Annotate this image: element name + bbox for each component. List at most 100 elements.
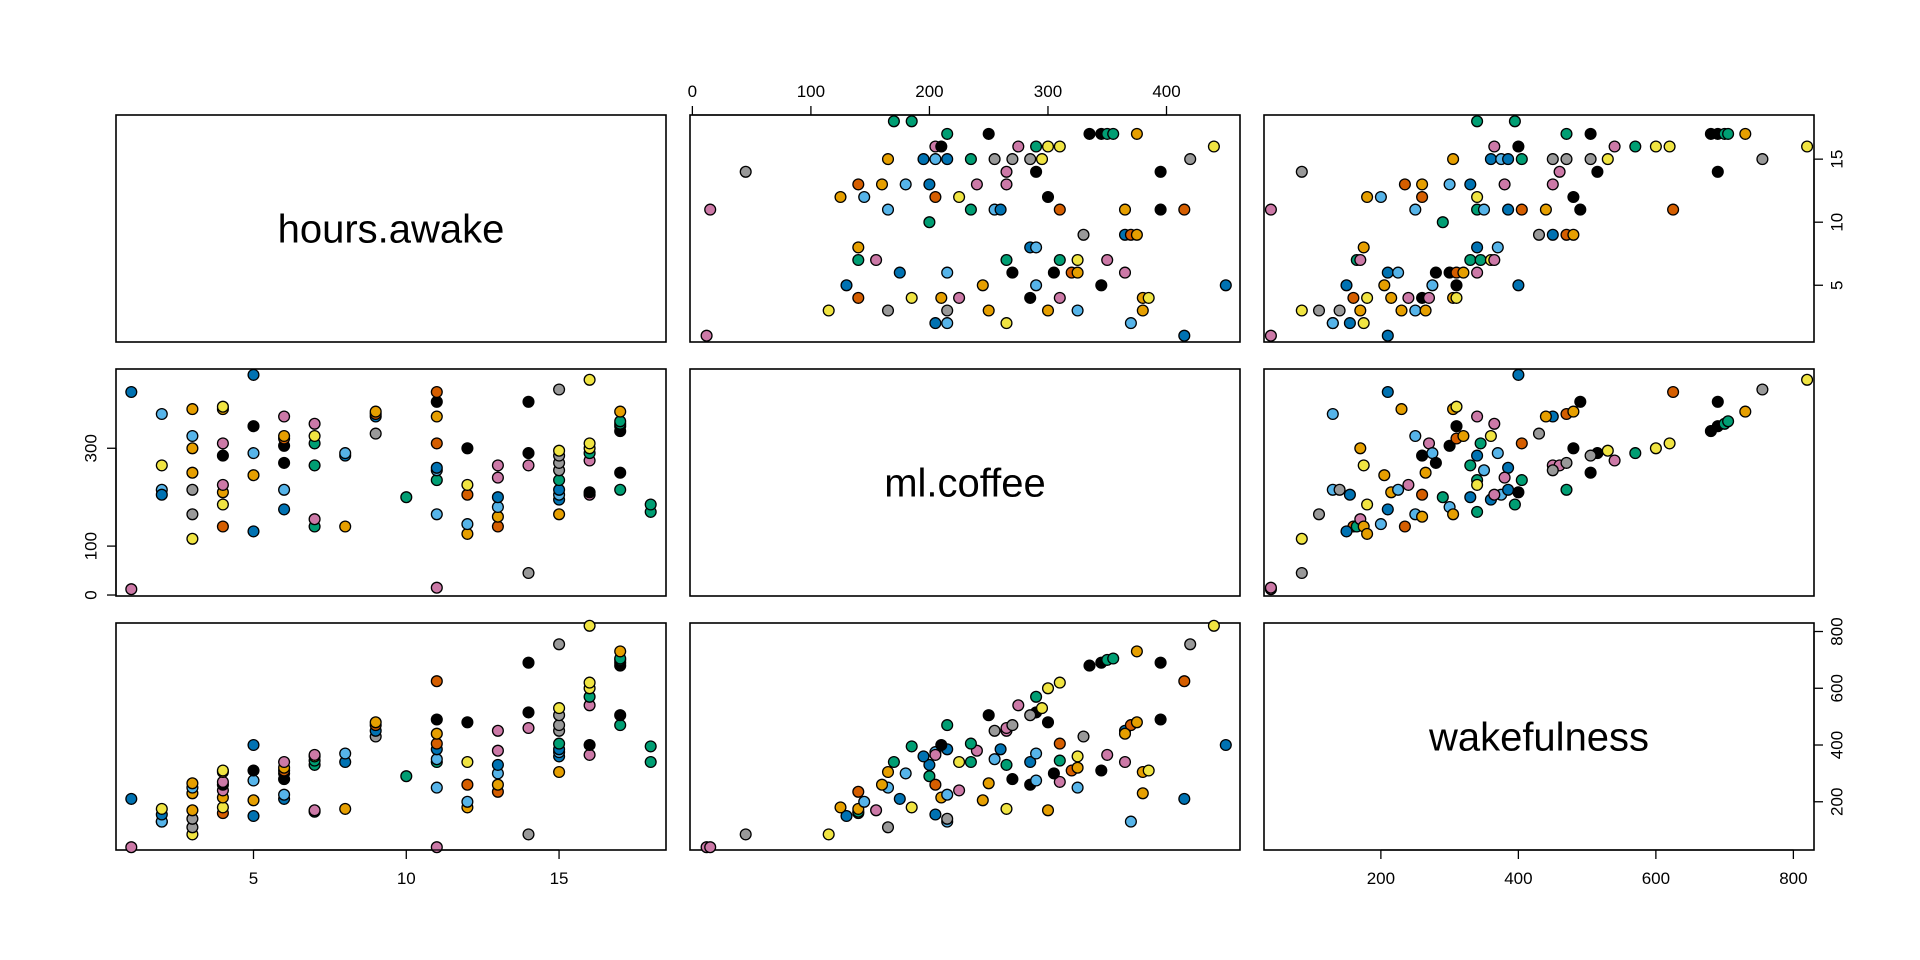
point-45-2-1 [1130,716,1143,729]
point-86-2-1 [1053,676,1066,689]
point-12-1-0 [186,466,199,479]
point-69-2-0 [522,706,535,719]
point-59-2-1 [953,755,966,769]
point-12-1-2 [1419,466,1432,479]
point-11-1-2 [1409,429,1422,443]
point-27-1-0 [278,483,291,496]
point-55-0-2 [1667,203,1680,216]
point-8-2-1 [941,812,954,825]
point-41-0-2 [1491,241,1504,254]
point-70-0-2 [1711,165,1724,178]
point-79-1-0 [553,444,566,457]
point-26-0-2 [1381,266,1394,279]
point-5-2-0 [155,802,168,815]
variable-label-1: ml.coffee [884,462,1046,506]
point-24-1-2 [1450,420,1463,433]
point-40-0-2 [1471,241,1484,254]
point-6-2-1 [822,828,835,841]
point-59-0-1 [953,190,966,204]
point-60-2-0 [461,716,474,729]
point-45-0-2 [1567,228,1580,241]
point-52-1-2 [1515,437,1528,450]
point-42-0-1 [1077,228,1090,241]
right-axis-hours-tick-label: 15 [1827,150,1846,169]
point-96-1-0 [644,498,657,511]
point-16-0-1 [953,291,966,304]
point-38-2-1 [1101,748,1114,761]
right-axis-wakefulness-tick-label: 600 [1827,674,1846,702]
point-54-0-1 [1154,203,1167,216]
point-85-1-2 [1649,442,1662,455]
point-35-2-1 [1000,758,1013,771]
point-80-0-2 [1756,153,1769,166]
point-1-2-1 [1178,792,1191,805]
point-57-1-0 [461,518,474,531]
point-3-0-1 [941,317,954,330]
point-63-0-2 [1443,178,1456,191]
point-36-0-2 [1474,253,1487,267]
point-31-0-1 [1071,266,1084,279]
point-14-2-0 [216,801,229,814]
point-84-2-1 [1030,690,1043,703]
point-22-2-0 [247,794,260,807]
point-17-1-0 [216,449,229,462]
point-49-2-1 [964,755,977,769]
point-12-2-1 [982,777,995,790]
point-34-1-0 [308,513,321,526]
point-21-2-1 [840,809,853,823]
point-81-2-1 [929,748,942,761]
point-88-2-1 [941,719,954,732]
point-24-0-2 [1450,279,1463,292]
point-76-1-2 [1546,464,1559,477]
point-87-0-1 [1207,140,1220,153]
point-61-0-2 [1398,178,1411,191]
panel-0-2 [1263,114,1815,343]
point-46-1-2 [1436,491,1449,504]
point-9-0-2 [1354,304,1367,317]
top-axis-coffee-tick-label: 400 [1152,82,1180,101]
point-78-1-2 [1584,449,1597,462]
point-3-0-2 [1326,317,1339,330]
point-37-1-0 [308,429,321,443]
point-29-0-1 [1047,266,1060,279]
point-67-2-0 [522,828,535,841]
point-9-1-0 [186,442,199,455]
point-78-0-2 [1584,153,1597,166]
point-17-1-2 [1416,449,1429,462]
point-28-0-2 [1429,266,1442,279]
point-11-0-2 [1409,304,1422,317]
point-83-2-1 [1012,699,1025,712]
point-87-0-2 [1801,140,1814,153]
point-66-0-2 [1546,178,1559,191]
point-75-2-0 [553,737,566,750]
point-88-1-2 [1560,483,1573,496]
point-67-1-0 [522,566,535,580]
point-13-0-2 [1347,291,1360,304]
point-38-0-2 [1488,253,1501,267]
point-81-0-2 [1488,140,1501,153]
point-61-0-1 [852,178,865,191]
point-18-0-2 [1422,291,1436,304]
point-37-2-1 [1071,750,1084,763]
point-67-2-1 [739,828,752,841]
point-46-0-2 [1436,216,1449,229]
point-94-2-0 [614,645,627,658]
panel-0-1 [689,114,1241,343]
point-4-2-1 [929,808,942,821]
point-38-1-0 [308,417,321,430]
point-45-1-0 [369,405,382,418]
point-63-0-1 [899,178,912,191]
right-axis-hours-tick-label: 5 [1827,281,1846,290]
point-45-2-0 [369,716,382,729]
point-41-0-1 [1030,241,1043,254]
point-39-0-2 [1357,241,1370,254]
point-5-0-1 [1000,317,1013,330]
right-axis-hours-tick-label: 10 [1827,213,1846,232]
scatter-points [125,115,1814,854]
point-41-1-2 [1491,447,1504,460]
point-66-1-0 [491,459,504,472]
point-69-0-2 [1591,165,1604,178]
point-55-1-0 [430,385,443,399]
point-60-0-2 [1567,190,1580,204]
point-25-2-1 [1219,738,1232,752]
